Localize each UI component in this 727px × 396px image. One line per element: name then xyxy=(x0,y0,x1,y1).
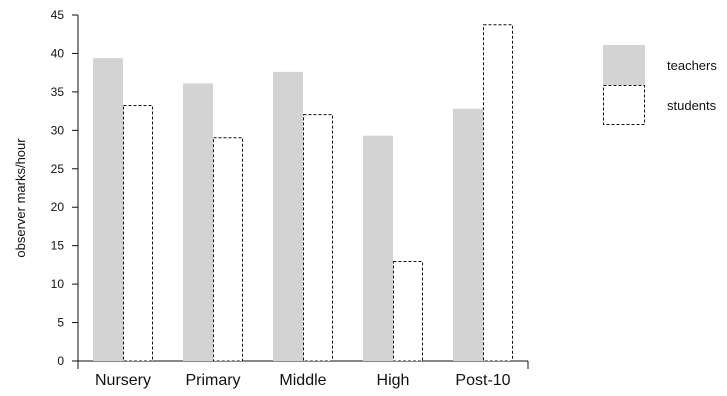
y-axis-title: observer marks/hour xyxy=(13,138,28,258)
y-axis: 0 5 10 15 20 25 30 35 40 45 xyxy=(51,8,79,368)
y-tick-label: 15 xyxy=(51,239,65,253)
x-category-label: High xyxy=(377,372,410,389)
x-category-label: Middle xyxy=(279,372,326,389)
legend-swatch-teachers xyxy=(603,45,645,85)
bars xyxy=(93,24,513,362)
bar-students xyxy=(213,137,243,362)
legend-label-students: students xyxy=(667,98,717,113)
y-tick-label: 45 xyxy=(51,8,65,22)
legend-swatch-students xyxy=(603,85,645,125)
x-category-label: Nursery xyxy=(95,372,151,389)
bar-teachers xyxy=(363,135,393,361)
bar-teachers xyxy=(273,71,303,362)
x-axis: Nursery Primary Middle High Post-10 xyxy=(77,360,529,389)
bar-teachers xyxy=(93,58,123,362)
y-tick-label: 10 xyxy=(51,277,65,291)
bar-students xyxy=(123,104,153,362)
y-tick-label: 35 xyxy=(51,85,65,99)
y-tick-label: 25 xyxy=(51,162,65,176)
bar-teachers xyxy=(183,83,213,361)
x-category-label: Primary xyxy=(185,372,240,389)
bar-students xyxy=(303,114,333,362)
bar-students xyxy=(393,261,423,362)
legend-label-teachers: teachers xyxy=(667,58,717,73)
y-tick-label: 5 xyxy=(57,316,64,330)
y-tick-label: 20 xyxy=(51,200,65,214)
legend: teachers students xyxy=(603,45,717,125)
y-tick-label: 40 xyxy=(51,46,65,60)
y-tick-label: 0 xyxy=(57,354,64,368)
x-category-label: Post-10 xyxy=(455,372,510,389)
bar-students xyxy=(483,24,513,362)
y-tick-label: 30 xyxy=(51,123,65,137)
bar-teachers xyxy=(453,108,483,361)
